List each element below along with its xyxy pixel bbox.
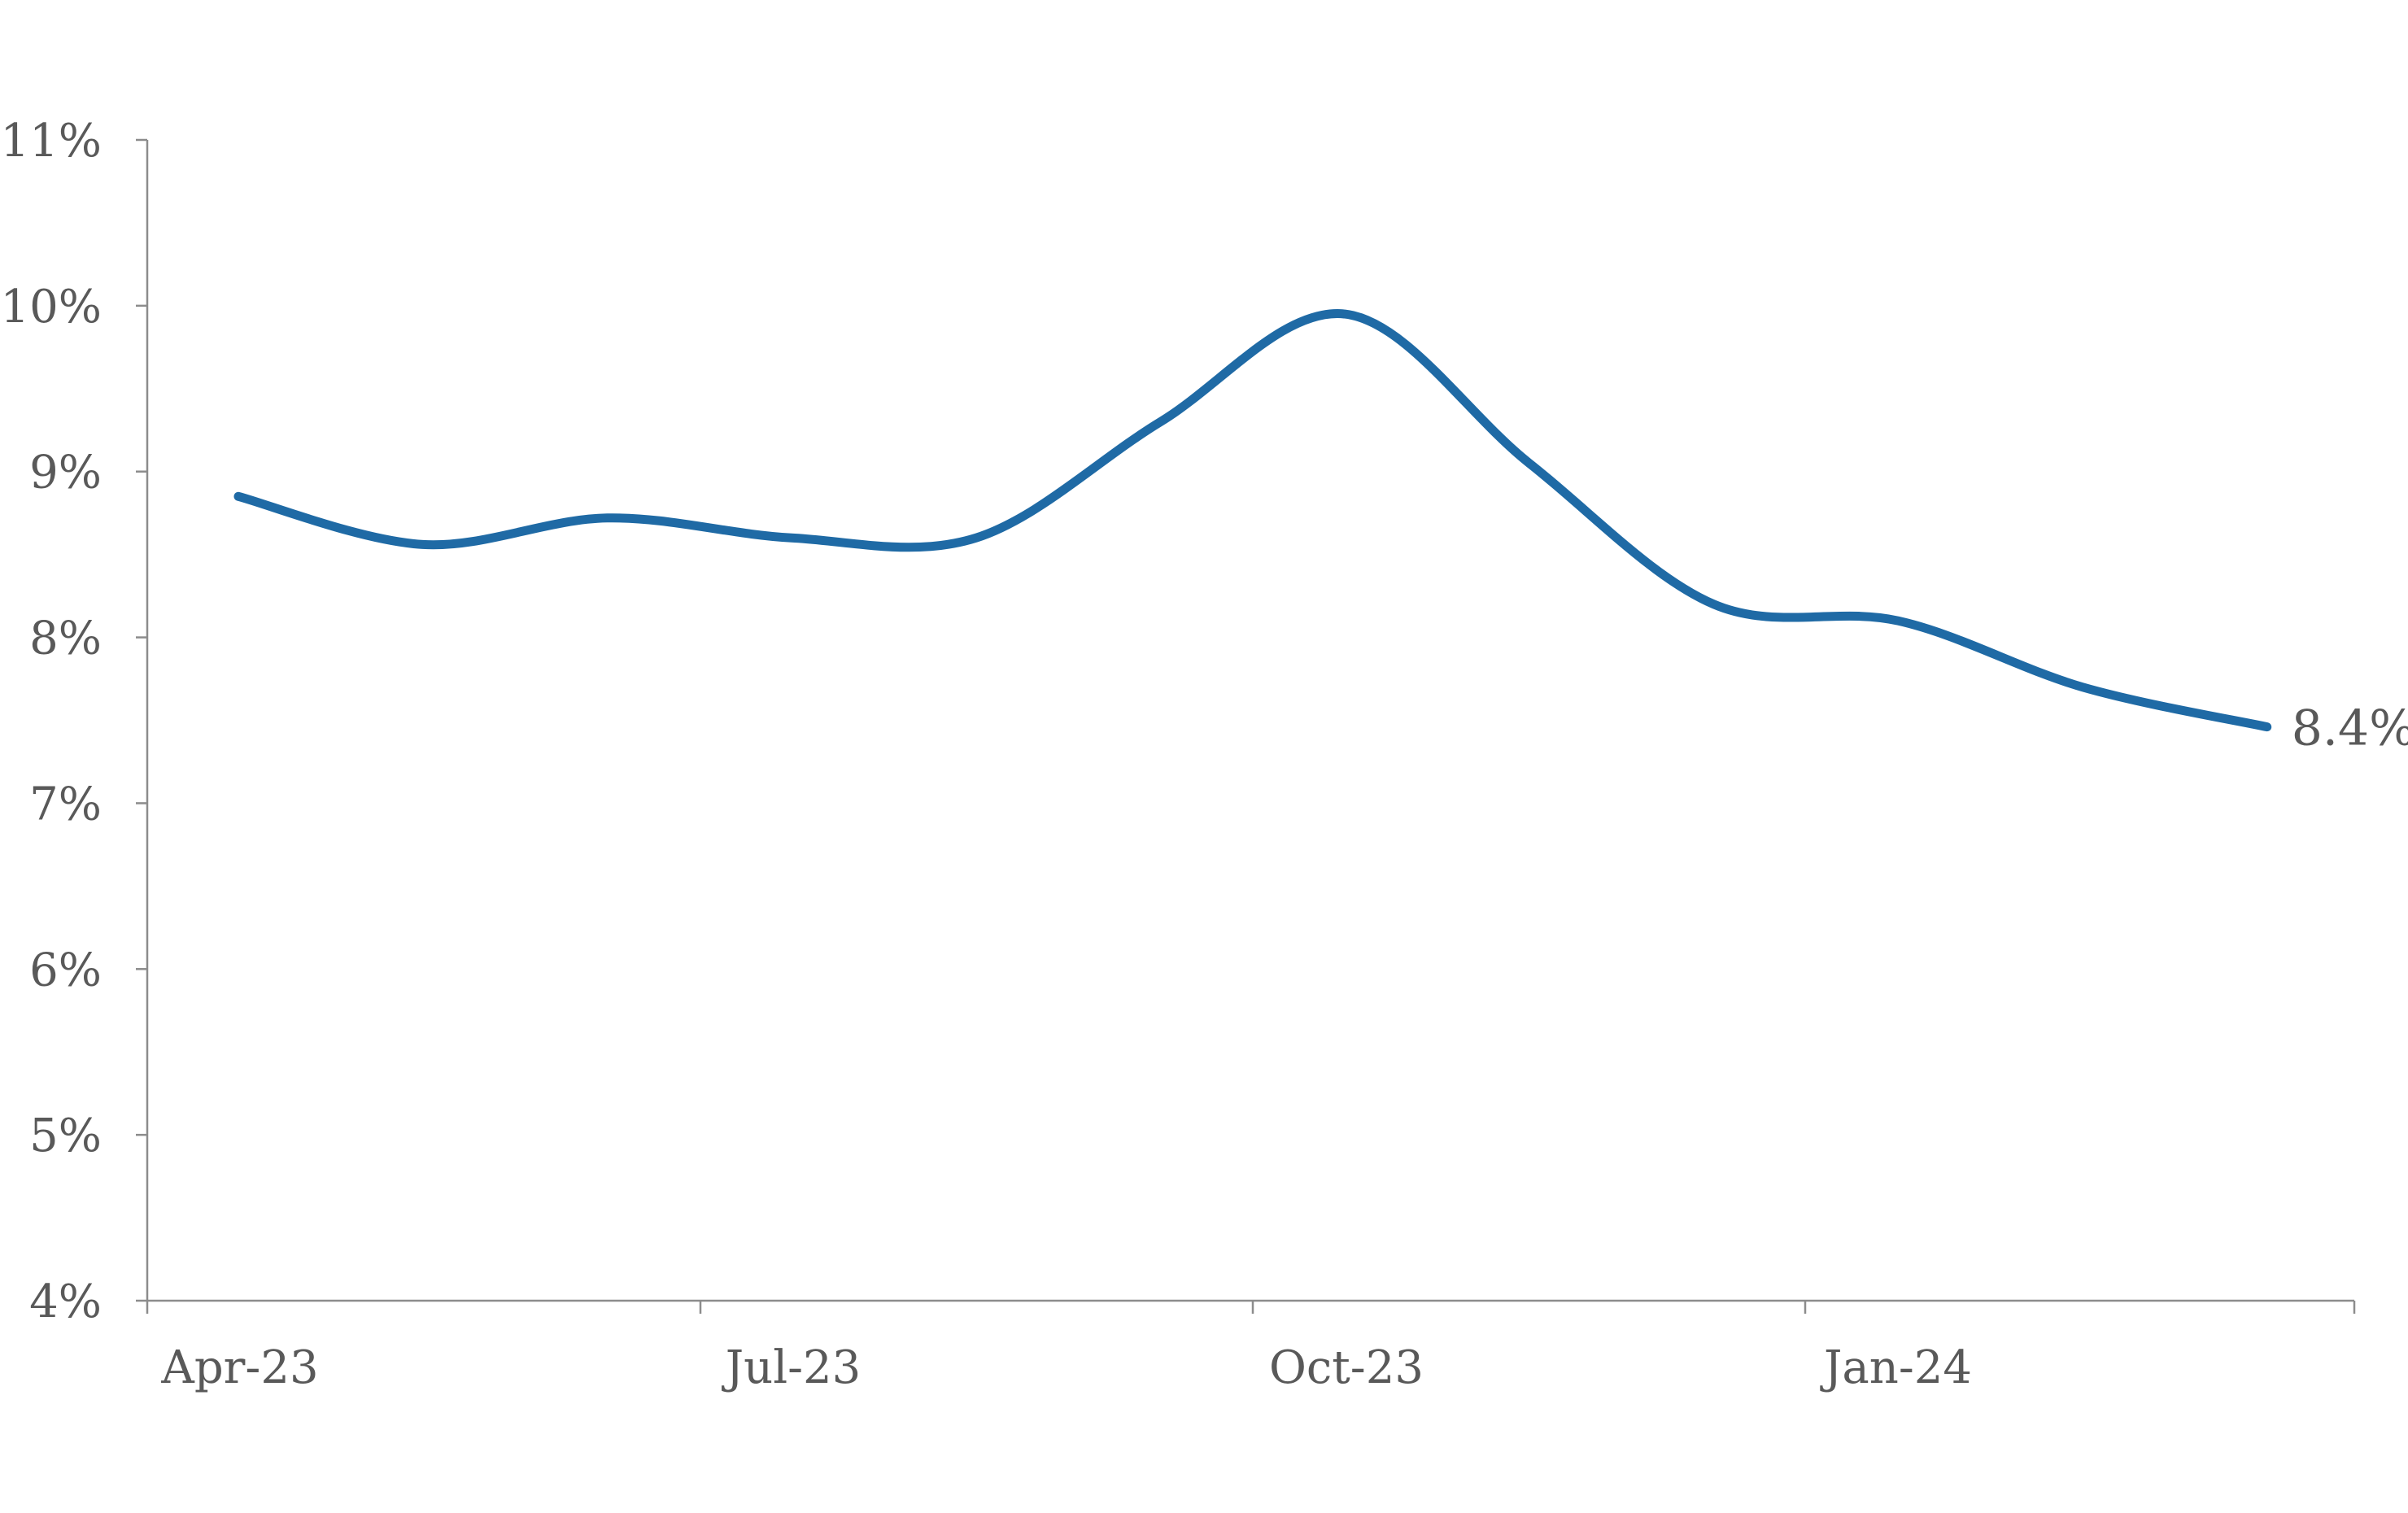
- y-tick-label: 8%: [29, 613, 102, 665]
- y-tick-label: 10%: [1, 281, 102, 334]
- y-tick-label: 5%: [29, 1110, 102, 1162]
- y-tick-label: 4%: [29, 1275, 102, 1328]
- series-group: [233, 309, 2272, 732]
- x-tick-label: Apr-23: [160, 1341, 318, 1394]
- y-tick-label: 7%: [29, 778, 102, 831]
- y-tick-label: 11%: [1, 115, 102, 168]
- y-tick-label: 9%: [29, 447, 102, 499]
- end-value-label: 8.4%: [2292, 700, 2408, 757]
- x-tick-label: Oct-23: [1269, 1341, 1424, 1394]
- x-tick-label: Jul-23: [722, 1341, 862, 1394]
- x-tick-label: Jan-24: [1820, 1341, 1972, 1394]
- y-axis: 11% 10% 9% 8% 7% 6% 5% 4%: [1, 115, 149, 1328]
- series-line: [233, 309, 2272, 732]
- x-axis: Apr-23 Jul-23 Oct-23 Jan-24: [146, 1299, 2356, 1394]
- y-tick-label: 6%: [29, 944, 102, 996]
